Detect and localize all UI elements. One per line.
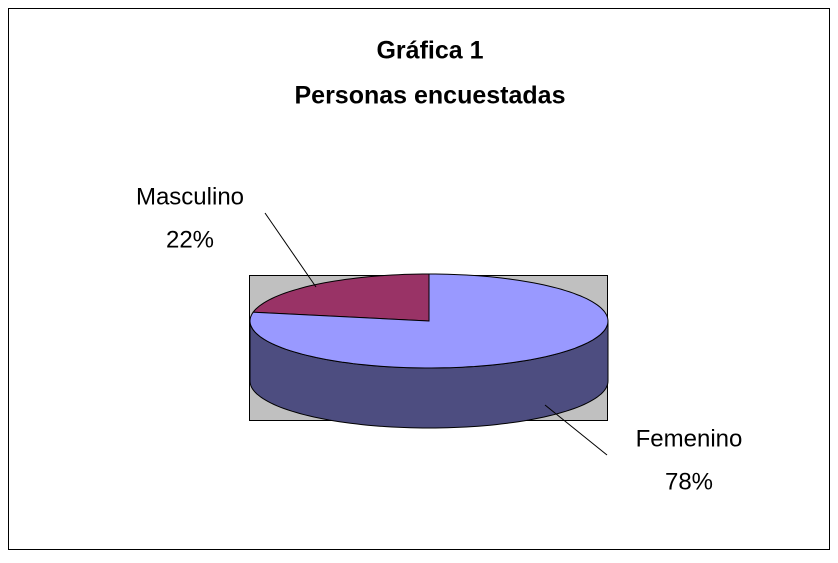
slice-label: Masculino (136, 183, 244, 210)
leader-line (264, 212, 317, 288)
chart-subtitle: Personas encuestadas (295, 82, 566, 110)
slice-label: Femenino (636, 425, 743, 452)
slice-value-label: 78% (665, 468, 713, 495)
leader-line (544, 404, 608, 456)
slice (249, 273, 609, 369)
slice-value-label: 22% (166, 226, 214, 253)
chart-title: Gráfica 1 (376, 37, 483, 65)
pie (249, 273, 609, 429)
